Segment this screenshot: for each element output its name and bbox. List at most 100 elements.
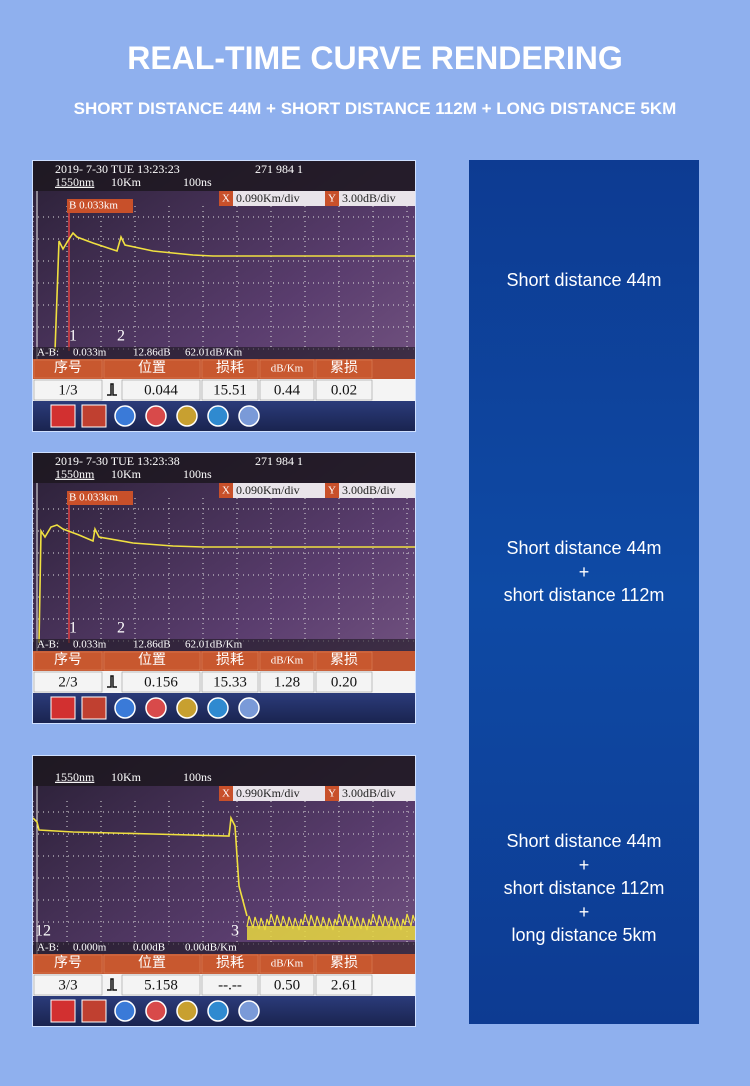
header-cell [33, 651, 103, 671]
description-panel: Short distance 44m Short distance 44m + sho… [469, 160, 699, 1024]
tool-icon [207, 1000, 229, 1022]
screen-svg: 1550nm 10Km 100ns X 0.990Km/div Y 3.00dB/div 12… [32, 756, 416, 1026]
x-scale-box [233, 191, 325, 206]
status-counter: 271 984 1 [255, 162, 303, 176]
x-scale-label: X [222, 485, 230, 497]
header-cell [315, 954, 373, 974]
trace [54, 231, 415, 352]
ab-bar [33, 942, 415, 954]
status-date: 2019- 7-30 TUE 13:23:38 [55, 454, 180, 468]
y-scale-tag [325, 786, 339, 801]
header-cell [259, 651, 315, 671]
tool-icon [114, 405, 136, 427]
row-cell [315, 974, 373, 996]
ab-loss: 12.86dB [133, 347, 171, 359]
table-cell: 2.61 [331, 977, 357, 993]
description-line: long distance 5km [511, 925, 657, 945]
y-scale-value: 3.00dB/div [342, 191, 396, 205]
ab-slope: 62.01dB/Km [185, 639, 243, 651]
marker-label: B 0.033km [69, 200, 118, 212]
tool-icon [238, 697, 260, 719]
event-icon [107, 383, 117, 396]
description-line: + [578, 901, 590, 922]
marker-number: 1 [69, 620, 77, 637]
y-scale-box [339, 191, 415, 206]
description-line: + [578, 561, 590, 582]
marker-number: 2 [117, 328, 125, 345]
tool-icon [238, 405, 260, 427]
table-cell: 0.44 [274, 382, 301, 398]
ab-slope: 0.00dB/Km [185, 942, 237, 954]
ab-loss: 12.86dB [133, 639, 171, 651]
table-row-bg [33, 671, 415, 693]
event-icon [107, 675, 117, 688]
tool-icon [176, 1000, 198, 1022]
range: 10Km [111, 467, 142, 481]
y-scale-value: 3.00dB/div [342, 786, 396, 800]
marker-number: 12 [35, 923, 51, 940]
x-scale-tag [219, 786, 233, 801]
subtitle: SHORT DISTANCE 44M + SHORT DISTANCE 112M… [73, 99, 677, 118]
y-scale-value: 3.00dB/div [342, 483, 396, 497]
ab-bar [33, 347, 415, 359]
header-cell [103, 954, 201, 974]
row-cell [33, 974, 103, 996]
table-header: 损耗 [216, 652, 244, 668]
marker-number: 2 [117, 620, 125, 637]
marker-number: 3 [231, 923, 239, 940]
status-bar [33, 161, 415, 191]
ab-distance: 0.033m [73, 347, 107, 359]
row-cell [201, 974, 259, 996]
table-header: dB/Km [271, 655, 304, 667]
header-cell [103, 651, 201, 671]
tool-icon [238, 1000, 260, 1022]
wavelength: 1550nm [55, 770, 95, 784]
table-header: 位置 [138, 652, 166, 668]
table-cell: 0.50 [274, 977, 300, 993]
table-cell: 15.51 [213, 382, 247, 398]
x-scale-label: X [222, 193, 230, 205]
wavelength: 1550nm [55, 175, 95, 189]
pulse: 100ns [183, 175, 212, 189]
description-line: Short distance 44m [506, 831, 662, 851]
table-cell: 3/3 [58, 977, 77, 993]
otdr-screen: 1550nm 10Km 100ns X 0.990Km/div Y 3.00dB/div 12… [32, 755, 416, 1027]
y-scale-label: Y [328, 788, 336, 800]
table-header: 位置 [138, 360, 166, 376]
status-counter: 271 984 1 [255, 454, 303, 468]
header-cell [103, 359, 201, 379]
y-scale-label: Y [328, 193, 336, 205]
event-icon [107, 978, 117, 991]
noise-floor [247, 926, 415, 940]
tool-icon [50, 696, 76, 720]
otdr-screen: 2019- 7-30 TUE 13:23:38 271 984 1 1550nm 10… [32, 452, 416, 724]
row-cell [121, 671, 201, 693]
row-cell [201, 671, 259, 693]
tool-icon [50, 404, 76, 428]
table-header: 累损 [330, 652, 358, 668]
range: 10Km [111, 770, 142, 784]
y-scale-tag [325, 191, 339, 206]
range: 10Km [111, 175, 142, 189]
table-cell: 0.20 [331, 674, 357, 690]
header-cell [201, 954, 259, 974]
x-scale-value: 0.090Km/div [236, 483, 300, 497]
header-cell [33, 359, 103, 379]
table-header: 序号 [54, 360, 82, 376]
ab-loss: 0.00dB [133, 942, 165, 954]
table-row-bg [33, 379, 415, 401]
table-header: dB/Km [271, 958, 304, 970]
table-cell: --.-- [218, 977, 242, 993]
y-scale-tag [325, 483, 339, 498]
row-cell [315, 671, 373, 693]
row-cell [259, 379, 315, 401]
header-cell [315, 651, 373, 671]
x-scale-label: X [222, 788, 230, 800]
ab-label: A-B: [37, 639, 59, 651]
tool-icon [176, 697, 198, 719]
header-cell [259, 954, 315, 974]
tool-icon [176, 405, 198, 427]
x-scale-value: 0.990Km/div [236, 786, 300, 800]
tool-icon [207, 697, 229, 719]
